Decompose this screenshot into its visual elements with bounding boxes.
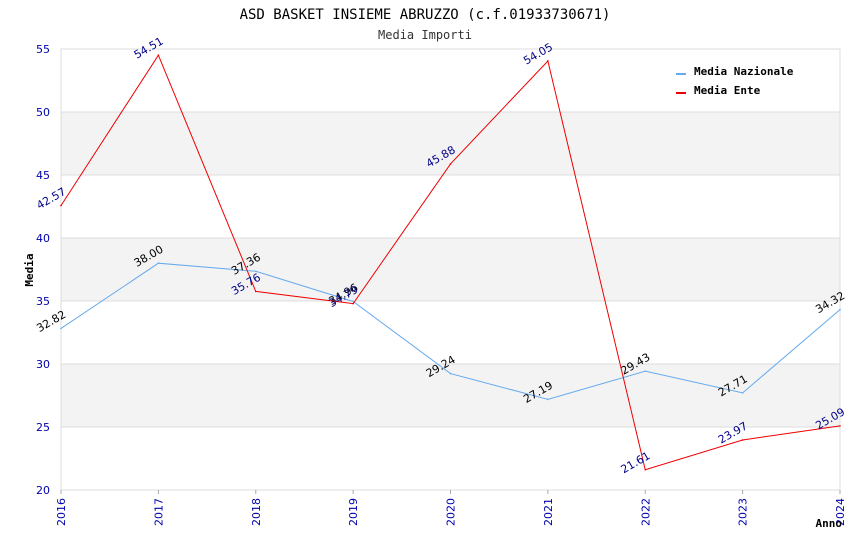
x-tick-label: 2019 <box>347 498 360 526</box>
data-point <box>547 398 549 401</box>
data-point <box>157 54 160 56</box>
x-tick-label: 2023 <box>737 498 750 526</box>
data-point <box>839 308 841 311</box>
grid-band <box>61 364 840 427</box>
data-point <box>157 262 160 265</box>
legend-label: Media Ente <box>694 84 761 97</box>
data-point <box>449 372 452 375</box>
data-point <box>352 302 354 305</box>
y-tick-label: 30 <box>36 358 50 371</box>
grid-band <box>61 238 840 301</box>
chart-title: ASD BASKET INSIEME ABRUZZO (c.f.01933730… <box>240 7 611 23</box>
x-tick-label: 2016 <box>55 498 68 526</box>
y-tick-label: 50 <box>36 106 50 119</box>
data-point <box>741 392 744 394</box>
data-point <box>254 290 257 293</box>
y-tick-label: 25 <box>36 421 50 434</box>
y-tick-label: 35 <box>36 295 50 308</box>
x-tick-label: 2017 <box>152 498 165 526</box>
x-tick-label: 2020 <box>445 498 458 526</box>
data-point <box>449 163 452 165</box>
x-axis-label: Anno <box>816 517 843 530</box>
x-tick-label: 2024 <box>834 498 847 526</box>
x-tick-label: 2022 <box>639 498 652 526</box>
data-point <box>352 300 354 303</box>
y-axis-label: Media <box>23 253 36 286</box>
legend: Media Nazionale Media Ente <box>676 65 794 97</box>
data-point <box>839 425 841 427</box>
x-tick-label: 2021 <box>542 498 555 526</box>
data-point <box>60 204 62 207</box>
data-point <box>254 270 257 273</box>
y-axis-ticks: 20 25 30 35 40 45 50 55 <box>36 43 50 497</box>
data-point <box>60 327 62 330</box>
x-axis-ticks: 2016 2017 2018 2019 2020 2021 2022 2023 2024 <box>55 490 847 526</box>
grid-bands <box>61 112 840 427</box>
chart-subtitle: Media Importi <box>378 28 472 42</box>
y-tick-label: 55 <box>36 43 50 56</box>
legend-label: Media Nazionale <box>694 65 794 78</box>
data-point <box>644 370 647 372</box>
data-label: 54.51 <box>132 35 166 62</box>
data-label: 21.61 <box>619 449 653 476</box>
data-label: 32.82 <box>34 308 68 335</box>
data-label: 42.57 <box>34 185 68 212</box>
x-tick-label: 2018 <box>250 498 263 526</box>
y-tick-label: 40 <box>36 232 50 245</box>
data-label: 54.05 <box>521 40 555 67</box>
y-tick-label: 45 <box>36 169 50 182</box>
data-point <box>547 60 549 62</box>
y-tick-label: 20 <box>36 484 50 497</box>
data-point <box>741 439 744 441</box>
data-point <box>644 468 647 471</box>
